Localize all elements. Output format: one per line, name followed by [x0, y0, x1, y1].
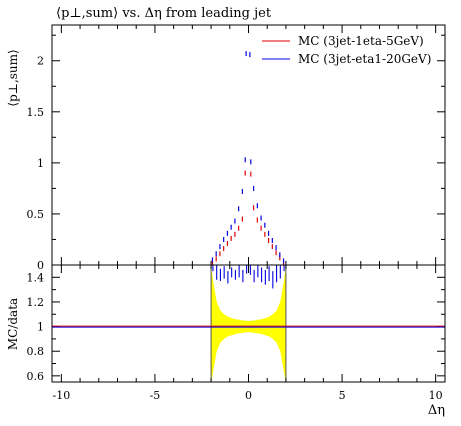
- ratio-y-tick-label: 1.2: [27, 296, 45, 309]
- main-y-tick-label: 1: [37, 157, 44, 170]
- main-y-tick-label: 0.5: [27, 208, 45, 221]
- ratio-uncertainty-band: [210, 265, 287, 382]
- legend-blue-label: MC (3jet-eta1-20GeV): [298, 52, 431, 66]
- ratio-y-axis-label: MC/data: [6, 298, 20, 350]
- main-y-tick-label: 2: [37, 55, 44, 68]
- x-tick-label: 10: [429, 389, 443, 402]
- main-y-tick-label: 0: [37, 259, 44, 272]
- ratio-panel-frame: [51, 264, 446, 383]
- x-tick-label: -5: [150, 389, 161, 402]
- main-y-tick-label: 1.5: [27, 106, 45, 119]
- ratio-axes-ticks: 0.6 0.8 1 1.2 1.4 -10 -5 0 5 10: [27, 265, 445, 402]
- main-axes-ticks: 0 0.5 1 1.5 2: [27, 25, 445, 272]
- x-tick-label: 5: [339, 389, 346, 402]
- x-tick-label: 0: [245, 389, 252, 402]
- legend-red-label: MC (3jet-1eta-5GeV): [298, 34, 424, 48]
- main-data-series: [211, 51, 285, 266]
- main-title: ⟨p⊥,sum⟩ vs. Δη from leading jet: [56, 6, 272, 21]
- data-uncertainty-band: [211, 265, 286, 382]
- legend: MC (3jet-1eta-5GeV) MC (3jet-eta1-20GeV): [262, 34, 431, 66]
- ratio-y-tick-label: 1.4: [27, 271, 45, 284]
- ratio-panel: 0.6 0.8 1 1.2 1.4 -10 -5 0 5 10 MC/data Δη: [6, 264, 446, 418]
- x-tick-label: -10: [52, 389, 70, 402]
- ratio-y-tick-label: 1: [37, 321, 44, 334]
- ratio-y-tick-label: 0.6: [27, 370, 45, 383]
- ratio-data-series: [52, 265, 445, 328]
- main-y-axis-label: ⟨p⊥,sum⟩: [6, 49, 20, 106]
- ratio-y-tick-label: 0.8: [27, 345, 45, 358]
- x-axis-label: Δη: [428, 403, 445, 418]
